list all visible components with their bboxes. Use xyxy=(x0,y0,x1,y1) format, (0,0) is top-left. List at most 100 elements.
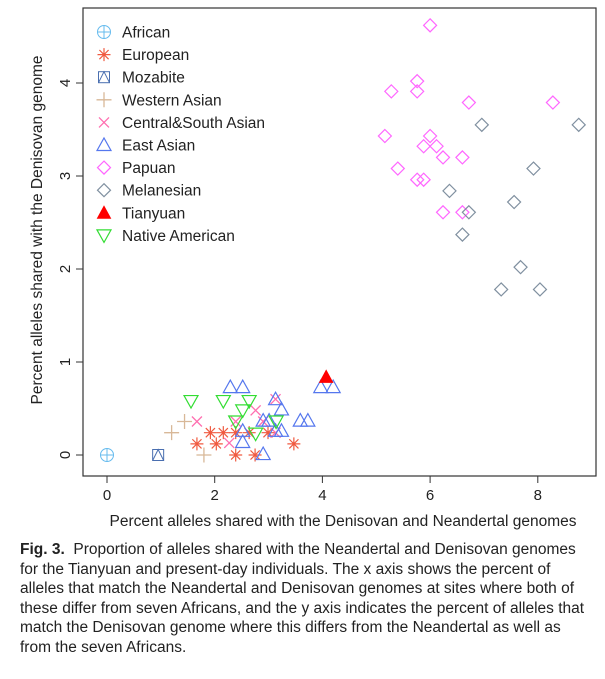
point-papuan xyxy=(461,95,477,110)
point-east-asian xyxy=(267,390,284,406)
point-melanesian xyxy=(442,183,457,199)
point-papuan xyxy=(435,204,451,220)
point-papuan xyxy=(390,161,406,176)
point-european xyxy=(229,448,243,462)
point-papuan xyxy=(416,172,431,188)
legend-marker-western-asian xyxy=(96,92,112,108)
point-papuan xyxy=(383,84,399,99)
point-central-south-asian xyxy=(250,404,262,416)
point-native-american xyxy=(247,427,264,442)
point-western-asian xyxy=(164,425,180,441)
point-east-asian xyxy=(273,401,290,416)
point-east-asian xyxy=(292,412,309,427)
point-melanesian xyxy=(461,204,477,220)
x-tick-label: 0 xyxy=(103,487,111,504)
point-east-asian xyxy=(299,412,316,427)
legend-label-papuan: Papuan xyxy=(122,160,175,177)
legend-label-african: African xyxy=(122,25,170,42)
legend-marker-melanesian xyxy=(96,182,112,198)
point-central-south-asian xyxy=(223,437,235,449)
point-east-asian xyxy=(234,378,251,394)
point-east-asian xyxy=(325,378,342,394)
point-east-asian xyxy=(234,433,251,449)
legend-marker-central-south-asian xyxy=(98,116,110,128)
point-melanesian xyxy=(526,161,541,176)
legend-label-tianyuan: Tianyuan xyxy=(122,205,185,222)
point-european xyxy=(229,426,243,440)
point-east-asian xyxy=(261,412,278,427)
point-papuan xyxy=(435,150,451,165)
point-african xyxy=(100,448,114,462)
legend: African European Mozabite Western Asian Cent… xyxy=(95,25,265,245)
point-melanesian xyxy=(506,194,522,210)
legend-label-native-american: Native American xyxy=(122,228,235,245)
point-central-south-asian xyxy=(191,416,203,427)
legend-marker-papuan xyxy=(96,160,112,175)
point-native-american xyxy=(234,404,251,419)
point-european xyxy=(216,426,230,440)
point-native-american xyxy=(227,415,244,430)
point-central-south-asian xyxy=(270,393,282,405)
point-east-asian xyxy=(222,378,239,394)
point-melanesian xyxy=(455,227,470,242)
legend-marker-tianyuan xyxy=(96,205,112,219)
point-papuan xyxy=(377,128,393,144)
point-papuan xyxy=(409,73,425,89)
point-papuan xyxy=(455,204,470,220)
point-papuan xyxy=(409,172,425,188)
point-european xyxy=(287,437,301,451)
point-melanesian xyxy=(493,282,509,297)
point-western-asian xyxy=(177,414,193,430)
x-tick-label: 4 xyxy=(318,487,326,504)
point-native-american xyxy=(182,394,200,410)
caption-text: Proportion of alleles shared with the Ne… xyxy=(20,541,585,656)
x-tick-label: 8 xyxy=(534,487,542,504)
point-melanesian xyxy=(474,117,490,133)
caption-label: Fig. 3. xyxy=(20,541,65,558)
legend-label-melanesian: Melanesian xyxy=(122,183,201,200)
point-east-asian xyxy=(273,422,290,437)
figure-caption: Fig. 3. Proportion of alleles shared wit… xyxy=(20,540,595,657)
point-european xyxy=(190,437,204,451)
point-papuan xyxy=(416,138,431,154)
point-melanesian xyxy=(513,259,528,275)
x-tick-label: 2 xyxy=(211,487,219,504)
point-native-american xyxy=(268,415,285,430)
point-east-asian xyxy=(312,378,329,394)
point-central-south-asian xyxy=(230,416,242,427)
y-tick-label: 2 xyxy=(57,265,74,273)
point-native-american xyxy=(215,394,232,410)
point-native-american xyxy=(241,394,258,410)
legend-marker-european xyxy=(97,48,111,62)
point-east-asian xyxy=(234,422,251,437)
legend-marker-mozabite xyxy=(98,70,110,84)
point-east-asian xyxy=(255,445,272,461)
point-western-asian xyxy=(196,447,212,463)
point-papuan xyxy=(545,95,561,110)
plot-frame xyxy=(82,7,597,477)
point-papuan xyxy=(422,128,438,144)
point-papuan xyxy=(429,138,444,154)
legend-label-european: European xyxy=(122,47,189,64)
point-papuan xyxy=(455,150,470,165)
legend-marker-east-asian xyxy=(95,136,113,152)
point-european xyxy=(261,426,275,440)
x-tick-label: 6 xyxy=(426,487,434,504)
y-axis-label: Percent alleles shared with the Denisova… xyxy=(29,56,46,405)
legend-label-western-asian: Western Asian xyxy=(122,92,222,109)
point-european xyxy=(248,448,262,462)
point-melanesian xyxy=(571,117,587,133)
y-tick-label: 3 xyxy=(57,172,74,180)
point-tianyuan xyxy=(318,369,334,383)
point-melanesian xyxy=(532,282,548,297)
scatter-plot: 0 2 4 6 8 0 1 2 3 4 Percent alleles shared with … xyxy=(29,7,597,530)
point-european xyxy=(209,437,223,451)
point-european xyxy=(242,426,256,440)
legend-label-east-asian: East Asian xyxy=(122,138,195,155)
x-axis-label: Percent alleles shared with the Denisova… xyxy=(109,513,576,530)
y-tick-label: 4 xyxy=(57,79,74,87)
y-tick-label: 0 xyxy=(57,451,74,459)
legend-label-central-south-asian: Central&South Asian xyxy=(122,115,265,132)
point-papuan xyxy=(409,84,425,99)
point-papuan xyxy=(422,17,438,33)
